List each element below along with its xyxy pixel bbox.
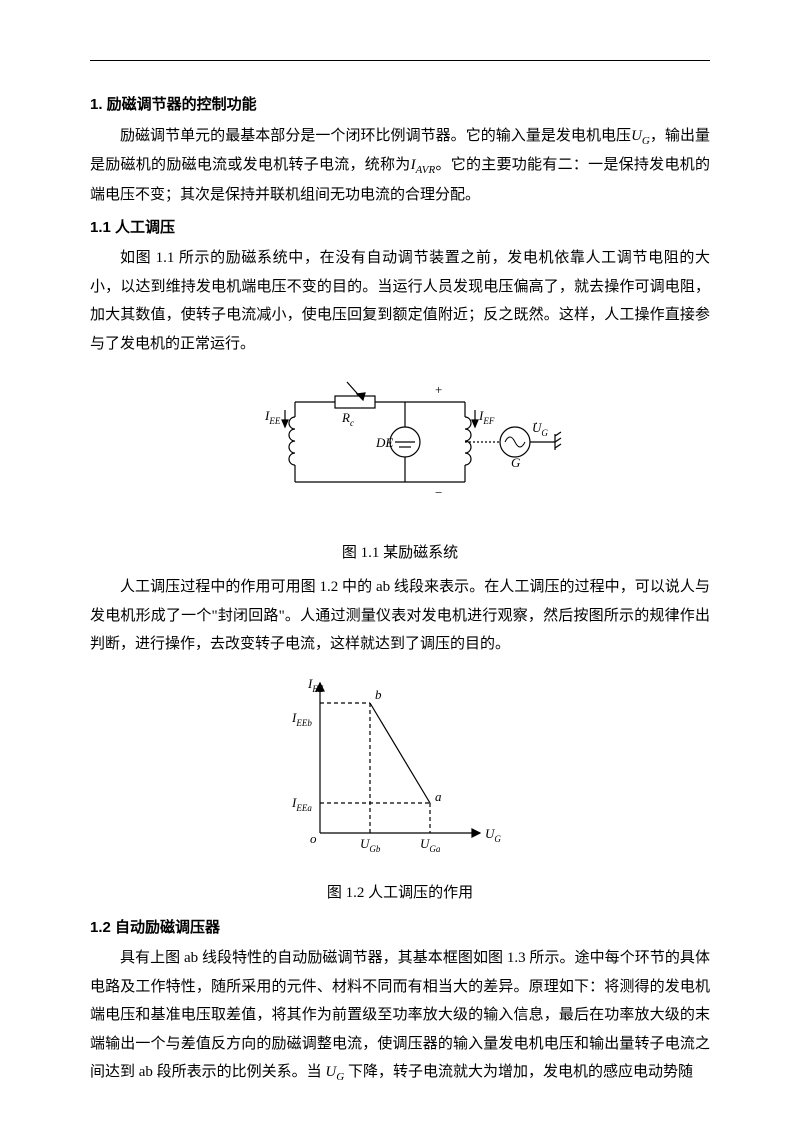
svg-text:UG: UG — [532, 420, 548, 438]
s1-text-a: 励磁调节单元的最基本部分是一个闭环比例调节器。它的输入量是发电机电压 — [120, 128, 631, 144]
svg-text:IEE: IEE — [264, 408, 281, 426]
figure-1-1: IEE Rc DE IEF G . UG + − — [90, 372, 710, 533]
svg-text:DE: DE — [375, 435, 393, 450]
svg-text:b: b — [375, 687, 382, 702]
figure-1-2: IEE UG o b a IEEb IEEa UGb UGa — [90, 673, 710, 874]
section-12-heading: 1.2 自动励磁调压器 — [90, 914, 710, 943]
svg-text:IEF: IEF — [478, 408, 495, 426]
svg-text:G: G — [511, 455, 521, 470]
svg-text:IEEb: IEEb — [291, 710, 312, 728]
svg-text:IEE: IEE — [307, 676, 324, 694]
section-11-heading: 1.1 人工调压 — [90, 214, 710, 243]
section-12-para: 具有上图 ab 线段特性的自动励磁调节器，其基本框图如图 1.3 所示。途中每个… — [90, 944, 710, 1088]
s12-text-b: 下降，转子电流就大为增加，发电机的感应电动势随 — [348, 1064, 693, 1080]
section-1-para: 励磁调节单元的最基本部分是一个闭环比例调节器。它的输入量是发电机电压UG，输出量… — [90, 122, 710, 210]
svg-text:−: − — [435, 485, 442, 500]
svg-text:UGb: UGb — [360, 836, 381, 854]
figure-1-2-svg: IEE UG o b a IEEb IEEa UGb UGa — [280, 673, 520, 863]
svg-text:IEEa: IEEa — [291, 795, 312, 813]
section-11-para1: 如图 1.1 所示的励磁系统中，在没有自动调节装置之前，发电机依靠人工调节电阻的… — [90, 244, 710, 358]
figure-1-1-caption: 图 1.1 某励磁系统 — [90, 539, 710, 568]
var-iavr: IAVR — [411, 157, 436, 173]
svg-text:UGa: UGa — [420, 836, 441, 854]
svg-text:UG: UG — [485, 826, 501, 844]
section-11-para2: 人工调压过程中的作用可用图 1.2 中的 ab 线段来表示。在人工调压的过程中，… — [90, 573, 710, 659]
var-ug2: UG — [325, 1064, 344, 1080]
var-ug: UG — [631, 128, 650, 144]
svg-text:a: a — [435, 789, 442, 804]
page-top-rule — [90, 60, 710, 61]
figure-1-2-caption: 图 1.2 人工调压的作用 — [90, 879, 710, 908]
svg-text:o: o — [310, 831, 317, 846]
svg-text:+: + — [435, 382, 442, 397]
s12-text-a: 具有上图 ab 线段特性的自动励磁调节器，其基本框图如图 1.3 所示。途中每个… — [90, 950, 710, 1080]
section-1-heading: 1. 励磁调节器的控制功能 — [90, 91, 710, 120]
figure-1-1-svg: IEE Rc DE IEF G . UG + − — [235, 372, 565, 522]
svg-text:Rc: Rc — [341, 410, 354, 428]
